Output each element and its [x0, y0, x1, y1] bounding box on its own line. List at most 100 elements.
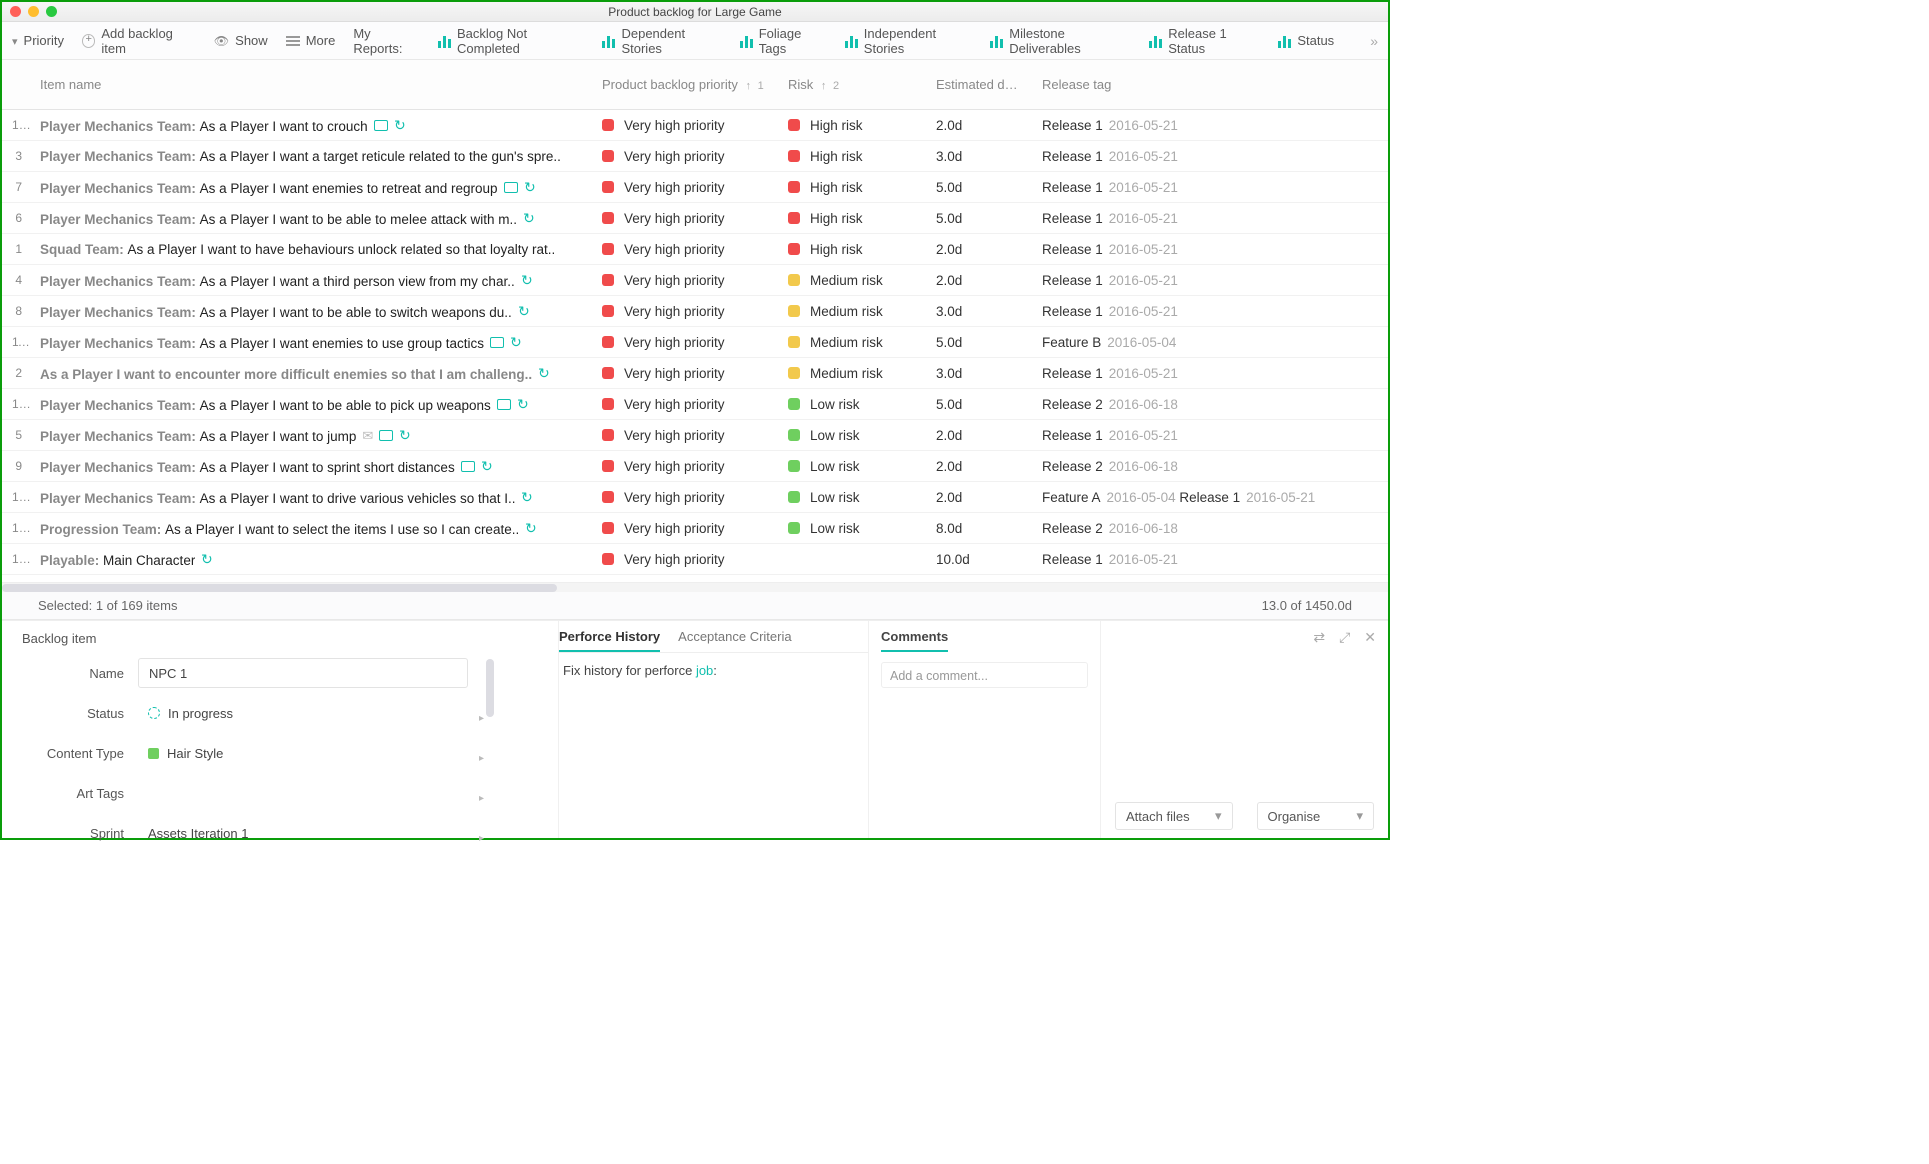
tab-perforce-history[interactable]: Perforce History — [559, 629, 660, 652]
table-row[interactable]: 5Player Mechanics Team: As a Player I wa… — [2, 420, 1388, 451]
comments-panel: Comments Add a comment... — [868, 621, 1100, 838]
status-dot-icon — [148, 707, 160, 719]
chevron-down-icon — [12, 33, 18, 48]
table-row[interactable]: 9Player Mechanics Team: As a Player I wa… — [2, 451, 1388, 482]
comment-input[interactable]: Add a comment... — [881, 662, 1088, 688]
priority-dropdown[interactable]: Priority — [12, 33, 64, 48]
popout-icon[interactable]: ⤢ — [1339, 629, 1350, 646]
row-number: 2 — [2, 360, 32, 386]
app-window: Product backlog for Large Game Priority … — [0, 0, 1390, 840]
row-number: 7 — [2, 174, 32, 200]
risk-badge — [788, 212, 800, 224]
priority-badge — [602, 181, 614, 193]
days-text: 10.0d — [926, 546, 1032, 573]
loop-icon — [515, 273, 533, 288]
priority-badge — [602, 305, 614, 317]
attach-files-dropdown[interactable]: Attach files — [1115, 802, 1233, 830]
table-row[interactable]: 13Player Mechanics Team: As a Player I w… — [2, 482, 1388, 513]
release-tag: Release 1 — [1042, 118, 1103, 133]
report-button[interactable]: Release 1 Status — [1149, 26, 1260, 56]
table-row[interactable]: 11Player Mechanics Team: As a Player I w… — [2, 327, 1388, 358]
table-row[interactable]: 3Player Mechanics Team: As a Player I wa… — [2, 141, 1388, 172]
release-date: 2016-06-18 — [1109, 459, 1178, 474]
days-text: 3.0d — [926, 143, 1032, 170]
table-row[interactable]: 15Playable: Main CharacterVery high prio… — [2, 544, 1388, 575]
team-label: Player Mechanics Team: — [40, 398, 200, 413]
release-tag: Feature A — [1042, 490, 1101, 505]
column-release[interactable]: Release tag — [1032, 71, 1382, 98]
column-risk[interactable]: Risk 2 — [778, 71, 926, 98]
column-days[interactable]: Estimated days — [926, 71, 1032, 98]
envelope-icon — [356, 428, 373, 443]
art-tags-field[interactable] — [138, 778, 468, 808]
story-text: As a Player I want to be able to melee a… — [200, 212, 517, 227]
table-row[interactable]: 1Squad Team: As a Player I want to have … — [2, 234, 1388, 265]
status-field[interactable]: In progress — [138, 698, 468, 728]
table-row[interactable]: 2As a Player I want to encounter more di… — [2, 358, 1388, 389]
release-date: 2016-05-21 — [1109, 242, 1178, 257]
risk-text: Medium risk — [810, 366, 883, 381]
maximize-icon[interactable] — [46, 6, 57, 17]
priority-badge — [602, 367, 614, 379]
window-title: Product backlog for Large Game — [2, 5, 1388, 19]
horizontal-scrollbar[interactable] — [2, 582, 1388, 592]
table-row[interactable]: 7Player Mechanics Team: As a Player I wa… — [2, 172, 1388, 203]
sprint-field[interactable]: Assets Iteration 1 — [138, 818, 468, 848]
team-label: Playable: — [40, 553, 103, 568]
name-field[interactable]: NPC 1 — [138, 658, 468, 688]
row-number: 12 — [2, 391, 32, 417]
more-button[interactable]: More — [286, 33, 336, 48]
report-button[interactable]: Independent Stories — [845, 26, 972, 56]
vertical-scrollbar[interactable] — [486, 659, 494, 717]
add-backlog-button[interactable]: Add backlog item — [82, 26, 196, 56]
risk-badge — [788, 243, 800, 255]
table-row[interactable]: 12Player Mechanics Team: As a Player I w… — [2, 389, 1388, 420]
story-text: As a Player I want enemies to retreat an… — [200, 181, 498, 196]
report-button[interactable]: Status — [1278, 26, 1334, 56]
release-date: 2016-05-21 — [1109, 552, 1178, 567]
table-row[interactable]: 10Player Mechanics Team: As a Player I w… — [2, 110, 1388, 141]
priority-badge — [602, 491, 614, 503]
release-tag: Release 1 — [1042, 211, 1103, 226]
report-button[interactable]: Milestone Deliverables — [990, 26, 1131, 56]
release-date: 2016-05-21 — [1109, 304, 1178, 319]
release-tag: Feature B — [1042, 335, 1101, 350]
report-button[interactable]: Dependent Stories — [602, 26, 721, 56]
overflow-icon[interactable] — [1370, 33, 1378, 49]
priority-text: Very high priority — [624, 273, 725, 288]
table-row[interactable]: 6Player Mechanics Team: As a Player I wa… — [2, 203, 1388, 234]
release-date: 2016-05-21 — [1109, 211, 1178, 226]
team-label: Player Mechanics Team: — [40, 305, 200, 320]
risk-badge — [788, 367, 800, 379]
doc-icon — [461, 461, 475, 472]
risk-text: Low risk — [810, 428, 860, 443]
tab-acceptance-criteria[interactable]: Acceptance Criteria — [678, 629, 791, 652]
report-button[interactable]: Foliage Tags — [740, 26, 827, 56]
loop-icon — [393, 428, 411, 443]
priority-badge — [602, 460, 614, 472]
days-text: 2.0d — [926, 484, 1032, 511]
table-row[interactable]: 8Player Mechanics Team: As a Player I wa… — [2, 296, 1388, 327]
table-row[interactable]: 4Player Mechanics Team: As a Player I wa… — [2, 265, 1388, 296]
perforce-body: Fix history for perforce job: — [559, 653, 868, 688]
risk-badge — [788, 274, 800, 286]
minimize-icon[interactable] — [28, 6, 39, 17]
show-button[interactable]: Show — [214, 33, 268, 48]
column-priority[interactable]: Product backlog priority 1 — [592, 71, 778, 98]
priority-text: Very high priority — [624, 335, 725, 350]
table-row[interactable]: 14Progression Team: As a Player I want t… — [2, 513, 1388, 544]
swap-icon[interactable]: ⇄ — [1313, 629, 1325, 646]
risk-text: High risk — [810, 211, 863, 226]
label-content-type: Content Type — [22, 746, 138, 761]
story-text: As a Player I want a target reticule rel… — [200, 149, 561, 164]
close-icon[interactable] — [10, 6, 21, 17]
detail-tabs: Perforce History Acceptance Criteria — [559, 621, 868, 653]
column-item-name[interactable]: Item name — [32, 71, 592, 98]
chart-icon — [1278, 34, 1291, 48]
organise-dropdown[interactable]: Organise — [1257, 802, 1375, 830]
titlebar: Product backlog for Large Game — [2, 2, 1388, 22]
report-button[interactable]: Backlog Not Completed — [438, 26, 584, 56]
close-panel-icon[interactable]: ✕ — [1364, 629, 1376, 646]
job-link[interactable]: job — [696, 663, 713, 678]
content-type-field[interactable]: Hair Style — [138, 738, 468, 768]
